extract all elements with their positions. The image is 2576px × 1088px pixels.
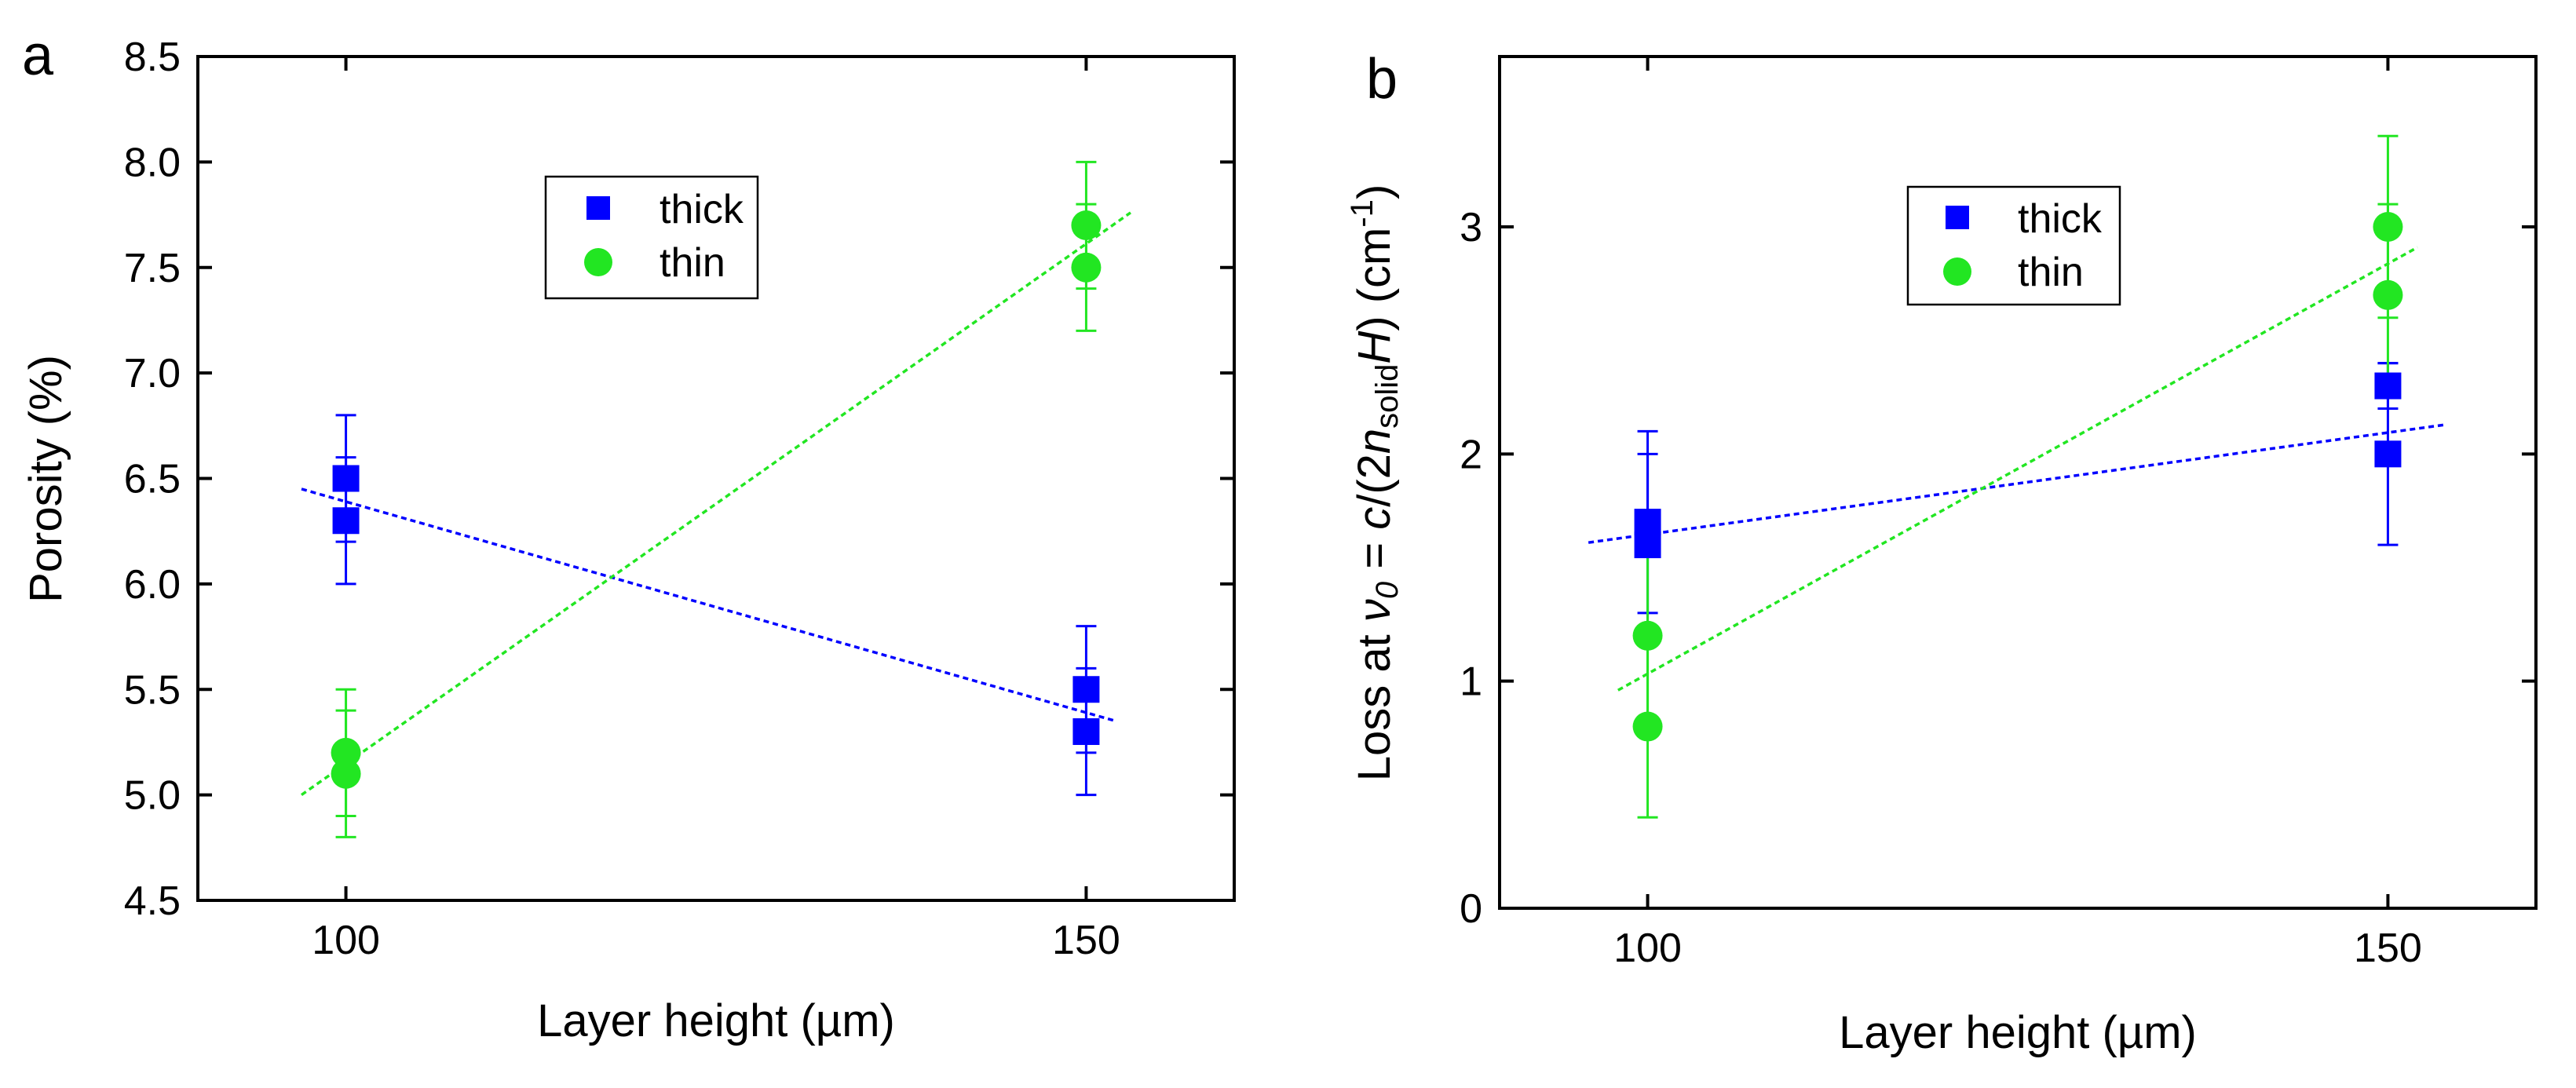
thick-data-point [2374,440,2402,468]
panel-b-plot-frame [1498,55,2538,910]
panel-b-letter: b [1366,48,1398,111]
thick-data-point [1634,531,1661,559]
panel-a-y-axis-title: Porosity (%) [20,355,71,603]
panel-b-x-axis-title: Layer height (µm) [1839,1007,2197,1058]
panel-a-fit-lines [300,211,1132,797]
panel-a: a 4.5 5.0 5.5 6.0 6.5 7.0 7.5 8.0 8.5 100 150 Lay… [20,24,1236,1046]
panel-b: b 0 1 2 3 100 150 Layer height (µm) Loss at … [1345,48,2538,1058]
y-tick-label: 0 [1460,886,1482,932]
y-tick-label: 3 [1460,205,1482,250]
y-tick-label: 5.0 [124,773,181,819]
y-tick-label: 4.5 [124,878,181,924]
panel-b-y-axis: 0 1 2 3 [1460,205,2536,932]
panel-b-legend: thick thin [1906,185,2121,306]
panel-a-legend-box [544,175,759,300]
thin-data-point [331,758,361,789]
thick-data-point [332,507,360,535]
thick-data-point [1072,718,1100,745]
thick-data-point [332,465,360,492]
panel-a-legend: thick thin [544,175,759,300]
x-tick-label: 150 [2354,926,2422,971]
thin-data-point [331,737,361,768]
panel-b-y-axis-title: Loss at ν0 = c/(2nsolidH) (cm-1) [1345,184,1405,782]
panel-b-legend-thin-marker [1943,257,1971,286]
thick-data-point [2374,372,2402,400]
thin-fit-line [300,211,1132,797]
panel-a-x-axis: 100 150 [312,57,1120,963]
y-tick-label: 7.5 [124,246,181,291]
y-tick-label: 5.5 [124,667,181,713]
thick-data-point [1072,676,1100,703]
panel-b-legend-thick-label: thick [2018,196,2103,242]
thin-data-point [1632,620,1663,651]
y-tick-label: 6.5 [124,457,181,502]
y-tick-label: 8.0 [124,140,181,185]
panel-b-x-axis: 100 150 [1613,57,2422,971]
panel-a-legend-thick-label: thick [660,187,744,232]
thin-data-point [2373,279,2403,310]
panel-b-legend-thin-label: thin [2018,250,2084,295]
y-tick-label: 1 [1460,659,1482,705]
y-tick-label: 8.5 [124,35,181,80]
panel-b-data-points [1632,212,2403,742]
panel-a-legend-thick-marker [586,196,610,220]
thin-data-point [1632,711,1663,742]
thick-fit-line [301,487,1116,723]
thin-data-point [2373,212,2403,242]
y-tick-label: 2 [1460,432,1482,477]
thick-fit-line [1588,422,2448,544]
x-tick-label: 100 [1613,926,1682,971]
thin-data-point [1071,252,1102,283]
panel-b-legend-thick-marker [1946,206,1969,229]
panel-b-legend-box [1906,185,2121,306]
panel-a-legend-thin-marker [584,248,612,276]
thick-data-point [1634,509,1661,536]
x-tick-label: 100 [312,918,380,963]
panel-a-legend-thin-label: thin [660,240,725,286]
panel-a-data-points [331,210,1102,789]
thin-fit-line [1617,246,2418,692]
panel-a-y-axis: 4.5 5.0 5.5 6.0 6.5 7.0 7.5 8.0 8.5 [124,35,1234,924]
x-tick-label: 150 [1052,918,1120,963]
y-tick-label: 6.0 [124,562,181,608]
panel-a-x-axis-title: Layer height (µm) [537,995,895,1046]
panel-b-fit-lines [1588,246,2448,692]
panel-a-letter: a [22,24,54,87]
y-tick-label: 7.0 [124,351,181,396]
thin-data-point [1071,210,1102,240]
